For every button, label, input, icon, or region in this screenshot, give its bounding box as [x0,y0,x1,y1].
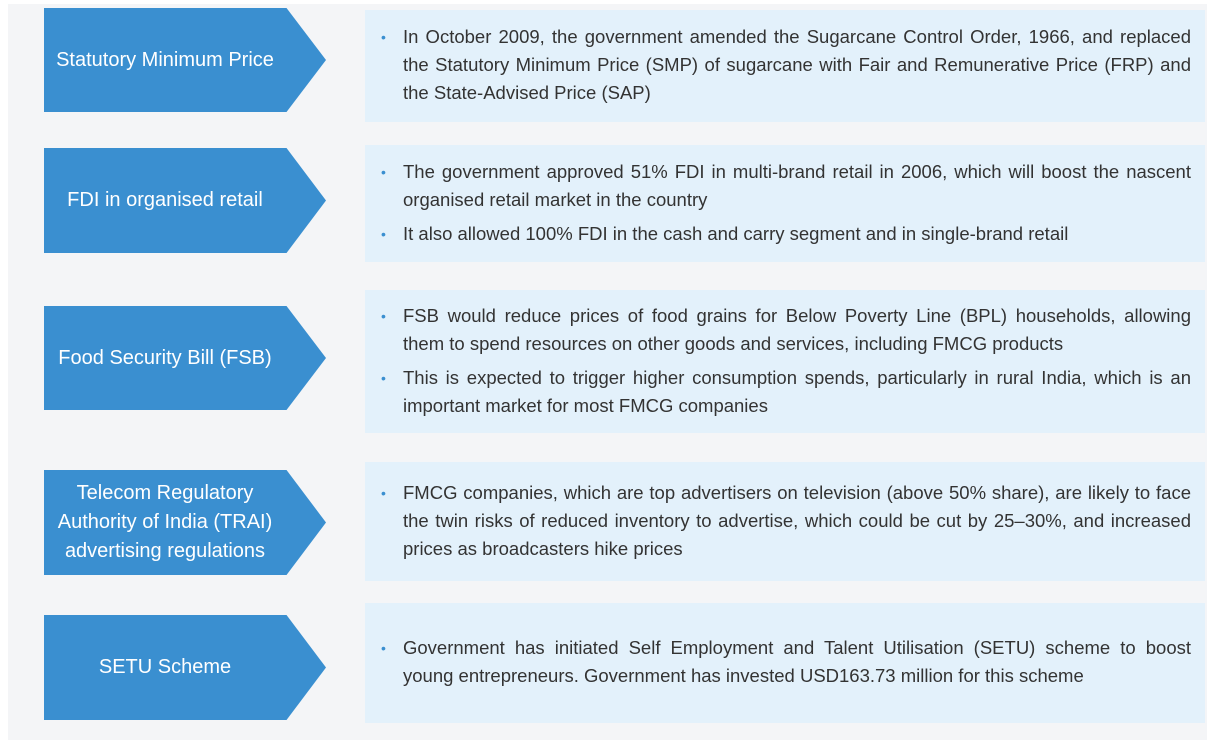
row-label: FDI in organised retail [44,148,326,253]
bullet-text: FMCG companies, which are top advertiser… [381,479,1191,563]
row-label: SETU Scheme [44,615,326,720]
bullet-text: Government has initiated Self Employment… [381,634,1191,690]
row-content: The government approved 51% FDI in multi… [365,145,1205,262]
bullet-text: In October 2009, the government amended … [381,23,1191,107]
bullet-text: It also allowed 100% FDI in the cash and… [381,220,1191,248]
row-content: FMCG companies, which are top advertiser… [365,462,1205,581]
row-content: FSB would reduce prices of food grains f… [365,290,1205,433]
bullet-text: FSB would reduce prices of food grains f… [381,302,1191,358]
row-label: Statutory Minimum Price [44,8,326,112]
row-label: Telecom Regulatory Authority of India (T… [44,470,326,575]
bullet-text: This is expected to trigger higher consu… [381,364,1191,420]
row-content: Government has initiated Self Employment… [365,603,1205,723]
bullet-text: The government approved 51% FDI in multi… [381,158,1191,214]
row-content: In October 2009, the government amended … [365,10,1205,122]
row-label: Food Security Bill (FSB) [44,306,326,410]
